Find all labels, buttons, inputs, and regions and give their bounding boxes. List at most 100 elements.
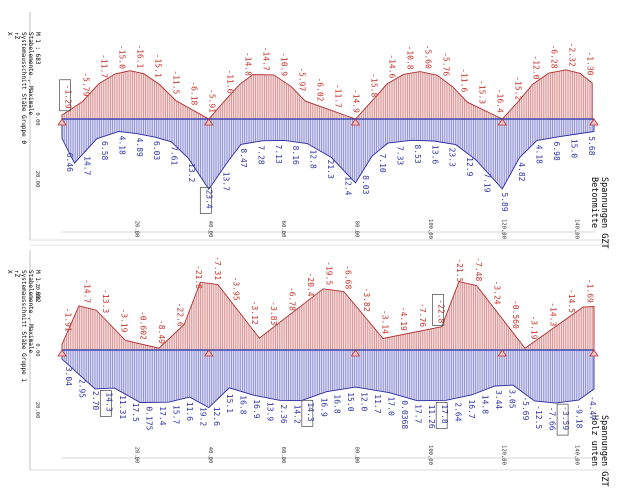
support-triangle-icon <box>589 118 599 126</box>
value-label-bottom: 17.8 <box>440 404 449 423</box>
value-label-top: -14.9 <box>352 89 361 113</box>
side-caption-1: ↑Z <box>13 32 20 40</box>
value-label-bottom: 12.9 <box>465 157 474 176</box>
series-top-line <box>61 281 595 350</box>
value-label-top: -3.19 <box>530 315 539 339</box>
x-tick-label: 100.00 <box>427 219 433 239</box>
value-label-top: -1.91 <box>64 308 73 332</box>
value-label-bottom: 6.46 <box>65 153 74 172</box>
value-label-bottom: 15.0 <box>346 392 355 411</box>
value-label-top: -5.91 <box>208 89 217 113</box>
x-tick-label: 40.00 <box>207 221 213 238</box>
value-label-top: -6.78 <box>287 287 296 311</box>
x-tick-label: 20.00 <box>133 221 139 238</box>
value-label-top: -14.3 <box>548 302 557 326</box>
y-tick-label: 0.00 <box>34 112 40 125</box>
value-label-top: -11.5 <box>172 70 181 94</box>
value-highlight-box <box>556 403 569 436</box>
value-label-bottom: 16.9 <box>319 398 328 417</box>
value-label-top: -2.32 <box>568 43 577 67</box>
value-label-bottom: 4.82 <box>517 162 526 181</box>
value-label-bottom: 19.2 <box>198 407 207 426</box>
value-label-top: -3.14 <box>381 310 390 334</box>
value-label-bottom: 16.7 <box>467 399 476 418</box>
chart-panel-1: 20.00 40.00 60.00 80.00 100.00 120.00 140.00 -2… <box>6 250 610 487</box>
value-label-top: -3.82 <box>362 288 371 312</box>
value-label-top: -15.2 <box>514 76 523 100</box>
x-tick-label: 120.00 <box>500 219 506 239</box>
value-label-top: -11.7 <box>334 84 343 108</box>
value-label-top: -14.8 <box>244 52 253 76</box>
value-label-top: -16.4 <box>496 89 505 113</box>
value-label-bottom: 17.4 <box>158 406 167 425</box>
value-label-bottom: 21.3 <box>326 160 335 179</box>
side-caption-0: X <box>6 32 13 36</box>
side-caption-4: M 1 : 683 <box>34 32 41 65</box>
value-label-bottom: 2.70 <box>91 391 100 410</box>
x-tick-label: 140.00 <box>574 445 580 465</box>
value-highlight-box <box>199 187 212 214</box>
value-label-top: -8.49 <box>157 320 166 344</box>
value-label-bottom: 16.8 <box>333 394 342 413</box>
support-triangle-icon <box>204 118 214 126</box>
value-label-bottom: 2.95 <box>77 379 86 398</box>
value-label-top: -5.60 <box>424 45 433 69</box>
value-label-top: -3.19 <box>120 308 129 332</box>
value-label-bottom: 13.7 <box>222 172 231 191</box>
y-tick-label: -20.00 <box>34 280 40 300</box>
value-label-bottom: 5.89 <box>500 192 509 211</box>
value-label-bottom: 8.03 <box>361 175 370 194</box>
value-label-bottom: 11.31 <box>118 395 127 419</box>
value-label-top: -1.29 <box>64 85 73 109</box>
value-highlight-box <box>99 390 112 417</box>
y-tick-label: 0.00 <box>34 343 40 356</box>
value-label-top: -6.28 <box>550 44 559 68</box>
value-label-bottom: 23.4 <box>204 189 213 208</box>
side-caption-0: X <box>6 270 13 274</box>
value-highlight-box <box>435 402 448 429</box>
value-label-bottom: 12.4 <box>343 176 352 195</box>
value-label-bottom: 3.05 <box>507 389 516 408</box>
value-label-top: -3.95 <box>231 277 240 301</box>
value-label-bottom: -4.47 <box>588 396 597 420</box>
value-highlight-box <box>301 399 314 427</box>
value-label-top: -6.02 <box>316 77 325 101</box>
value-label-bottom: 13.2 <box>187 163 196 182</box>
value-label-bottom: 7.33 <box>396 146 405 165</box>
side-caption-3: Stabelemente , Maximale <box>27 32 34 115</box>
value-label-bottom: 3.44 <box>494 390 503 409</box>
value-label-bottom: 12.0 <box>360 392 369 411</box>
value-label-top: -10.9 <box>280 52 289 76</box>
side-caption-3: Stabelemente , Maximale <box>27 270 34 353</box>
value-label-top: -10.8 <box>406 46 415 70</box>
value-label-bottom: 6.03 <box>152 141 161 160</box>
value-label-top: -6.18 <box>190 81 199 105</box>
value-label-bottom: -7.66 <box>548 407 557 431</box>
support-triangle-icon <box>350 118 361 126</box>
value-label-top: -14.6 <box>388 54 397 78</box>
value-label-top: -12.0 <box>532 55 541 79</box>
support-triangle-icon <box>497 349 508 357</box>
value-label-top: -3.83 <box>269 301 278 325</box>
value-label-top: -20.4 <box>306 272 315 296</box>
value-label-top: -15.1 <box>154 54 163 78</box>
x-tick-label: 40.00 <box>207 447 213 464</box>
value-label-top: -7.48 <box>474 257 483 281</box>
value-label-bottom: -9.18 <box>575 404 584 428</box>
value-label-bottom: 14.2 <box>292 405 301 424</box>
series-top-line <box>61 69 593 120</box>
value-label-bottom: 17.0 <box>386 397 395 416</box>
value-label-top: -0.560 <box>511 300 520 329</box>
support-triangle-icon <box>350 349 361 357</box>
value-label-bottom: 11.26 <box>427 405 436 429</box>
value-label-bottom: 2.64 <box>454 402 463 421</box>
x-tick-label: 100.00 <box>427 445 433 465</box>
value-label-top: -1.69 <box>586 279 595 303</box>
value-label-bottom: 0.0368 <box>400 400 409 429</box>
value-label-bottom: 11.7 <box>373 394 382 413</box>
side-caption-4: M 1 : 692 <box>34 270 41 303</box>
value-label-top: -13.3 <box>101 289 110 313</box>
value-label-bottom: 17.5 <box>131 403 140 422</box>
value-label-bottom: 16.8 <box>239 395 248 414</box>
